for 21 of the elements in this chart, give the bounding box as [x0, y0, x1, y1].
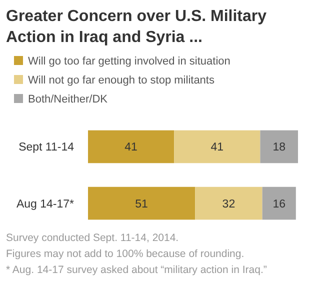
legend-label: Will not go far enough to stop militants — [28, 74, 215, 86]
bar — [88, 186, 196, 220]
data-label: 41 — [210, 142, 224, 154]
legend-label: Both/Neither/DK — [28, 94, 108, 106]
data-label: 18 — [272, 142, 286, 154]
y-tick-label: Aug 14-17* — [16, 198, 75, 210]
data-label: 51 — [135, 198, 148, 210]
text: * Aug. 14-17 survey asked about “military action in Iraq.” — [6, 264, 268, 276]
y-tick-label: Sept 11-14 — [18, 142, 75, 154]
bar — [260, 130, 298, 164]
bar — [88, 130, 174, 164]
data-label: 32 — [222, 198, 236, 210]
legend-label: Will go too far getting involved in situation — [28, 56, 230, 68]
bar — [174, 130, 260, 164]
text: Figures may not add to 100% because of rounding. — [6, 248, 244, 260]
annotation: Survey conducted Sept. 11-14, 2014. — [6, 232, 179, 244]
bar — [262, 186, 296, 220]
chart-title: Greater Concern over U.S. Military Action in Iraq and Syria ... — [6, 8, 267, 46]
bar — [195, 186, 262, 220]
data-label: 41 — [124, 142, 138, 154]
data-label: 16 — [272, 198, 286, 210]
